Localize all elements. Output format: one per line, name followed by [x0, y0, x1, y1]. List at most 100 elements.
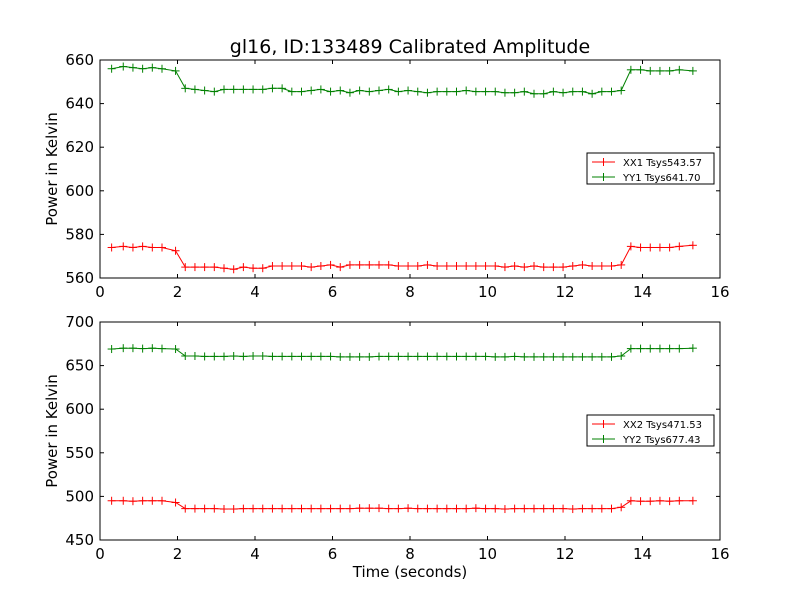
data-point — [510, 504, 519, 513]
data-point — [665, 497, 674, 506]
data-point — [307, 352, 316, 361]
data-point — [287, 504, 296, 513]
data-point — [607, 87, 616, 96]
data-point — [500, 505, 509, 514]
data-point — [200, 86, 209, 95]
data-point — [655, 243, 664, 252]
chart-title: gl16, ID:133489 Calibrated Amplitude — [230, 36, 590, 58]
data-point — [239, 352, 248, 361]
x-tick-label: 12 — [555, 545, 574, 563]
x-tick-label: 2 — [173, 545, 183, 563]
data-point — [626, 242, 635, 251]
data-point — [675, 242, 684, 251]
data-point — [404, 504, 413, 513]
data-point — [636, 243, 645, 252]
data-point — [675, 344, 684, 353]
data-point — [210, 352, 219, 361]
data-point — [128, 243, 137, 252]
data-point — [384, 504, 393, 513]
data-point — [355, 352, 364, 361]
data-point — [355, 260, 364, 269]
data-point — [646, 344, 655, 353]
data-point — [655, 66, 664, 75]
data-point — [384, 260, 393, 269]
data-point — [128, 63, 137, 72]
data-point — [128, 344, 137, 353]
data-point — [665, 344, 674, 353]
data-point — [258, 352, 267, 361]
data-point — [646, 243, 655, 252]
data-point — [268, 84, 277, 93]
data-point — [345, 88, 354, 97]
data-point — [119, 344, 128, 353]
data-point — [336, 504, 345, 513]
x-tick-label: 14 — [633, 545, 652, 563]
data-point — [423, 88, 432, 97]
bottom-plot: 0 2 4 6 8 10 12 14 16 450 500 550 600 650 700 XX2 Tsys4… — [65, 313, 729, 563]
data-point — [229, 85, 238, 94]
data-point — [171, 498, 180, 507]
data-point — [128, 497, 137, 506]
data-point — [148, 496, 157, 505]
data-point — [229, 352, 238, 361]
data-point — [636, 344, 645, 353]
data-point — [220, 505, 228, 514]
data-point — [568, 505, 577, 514]
data-point — [559, 88, 568, 97]
data-point — [607, 352, 616, 361]
x-tick-label: 10 — [478, 283, 497, 301]
data-point — [688, 344, 697, 353]
data-point — [481, 262, 490, 271]
data-point — [413, 87, 422, 96]
data-point — [588, 504, 597, 513]
data-point — [239, 263, 248, 272]
data-point — [355, 504, 364, 513]
data-point — [491, 87, 500, 96]
x-tick-label: 16 — [710, 545, 729, 563]
data-point — [326, 260, 335, 269]
data-point — [530, 89, 538, 98]
data-point — [239, 504, 248, 513]
data-point — [433, 504, 442, 513]
legend-entry: YY2 Tsys677.43 — [592, 435, 701, 446]
y-tick-label: 600 — [65, 182, 94, 200]
data-point — [433, 262, 442, 271]
data-point — [491, 352, 500, 361]
data-point — [326, 504, 335, 513]
legend-entry: YY1 Tsys641.70 — [592, 173, 701, 184]
data-point — [375, 504, 383, 513]
x-tick-label: 6 — [328, 283, 338, 301]
data-point — [462, 262, 471, 271]
data-point — [471, 352, 480, 361]
y-tick-label: 560 — [65, 269, 94, 287]
data-point — [278, 262, 287, 271]
data-point — [549, 504, 558, 513]
data-point — [316, 85, 325, 94]
data-point — [500, 263, 509, 272]
data-point — [107, 496, 116, 505]
data-point — [617, 260, 626, 269]
data-point — [148, 344, 157, 353]
data-point — [210, 263, 219, 272]
data-point — [607, 504, 616, 513]
data-point — [365, 87, 374, 96]
data-point — [326, 352, 335, 361]
data-point — [307, 86, 316, 95]
data-point — [530, 352, 538, 361]
data-point — [559, 263, 568, 272]
data-point — [278, 504, 287, 513]
data-point — [200, 352, 209, 361]
data-point — [258, 85, 267, 94]
data-point — [588, 262, 597, 271]
data-point — [336, 352, 345, 361]
data-point — [597, 352, 606, 361]
data-point — [404, 352, 413, 361]
data-point — [588, 89, 597, 98]
data-point — [510, 352, 519, 361]
legend-box — [586, 414, 715, 447]
data-point — [471, 87, 480, 96]
data-point — [442, 352, 451, 361]
data-point — [181, 352, 190, 361]
legend: XX2 Tsys471.53 YY2 Tsys677.43 — [586, 414, 715, 447]
